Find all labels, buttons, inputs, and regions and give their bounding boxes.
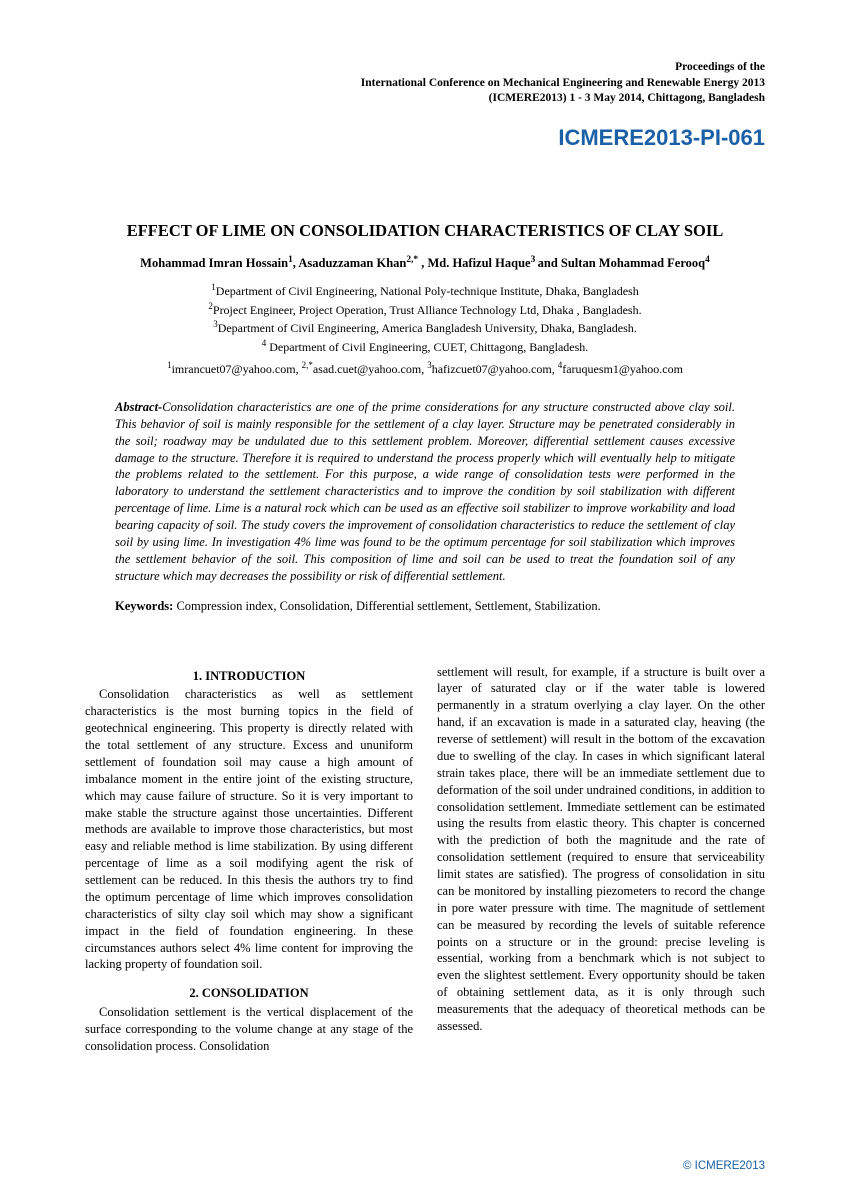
paragraph: Consolidation settlement is the vertical… [85, 1004, 413, 1055]
section-heading-consolidation: 2. CONSOLIDATION [85, 985, 413, 1002]
abstract-label: Abstract- [115, 400, 162, 414]
keywords: Keywords: Compression index, Consolidati… [115, 599, 735, 614]
body-columns: 1. INTRODUCTION Consolidation characteri… [85, 664, 765, 1055]
proceedings-line: (ICMERE2013) 1 - 3 May 2014, Chittagong,… [489, 92, 765, 104]
column-right: settlement will result, for example, if … [437, 664, 765, 1055]
paper-title: EFFECT OF LIME ON CONSOLIDATION CHARACTE… [85, 221, 765, 241]
section-heading-introduction: 1. INTRODUCTION [85, 668, 413, 685]
abstract-text: Consolidation characteristics are one of… [115, 400, 735, 583]
paragraph: settlement will result, for example, if … [437, 664, 765, 1035]
proceedings-line: International Conference on Mechanical E… [361, 77, 765, 89]
proceedings-header: Proceedings of the International Confere… [85, 60, 765, 107]
affiliations: 1Department of Civil Engineering, Nation… [85, 281, 765, 356]
emails: 1imrancuet07@yahoo.com, 2,*asad.cuet@yah… [85, 360, 765, 377]
authors: Mohammad Imran Hossain1, Asaduzzaman Kha… [85, 255, 765, 271]
keywords-label: Keywords: [115, 599, 173, 613]
paper-code: ICMERE2013-PI-061 [85, 125, 765, 151]
column-left: 1. INTRODUCTION Consolidation characteri… [85, 664, 413, 1055]
proceedings-line: Proceedings of the [675, 61, 765, 73]
keywords-text: Compression index, Consolidation, Differ… [173, 599, 600, 613]
footer-copyright: © ICMERE2013 [683, 1160, 765, 1172]
paragraph: Consolidation characteristics as well as… [85, 686, 413, 973]
abstract: Abstract-Consolidation characteristics a… [115, 399, 735, 585]
